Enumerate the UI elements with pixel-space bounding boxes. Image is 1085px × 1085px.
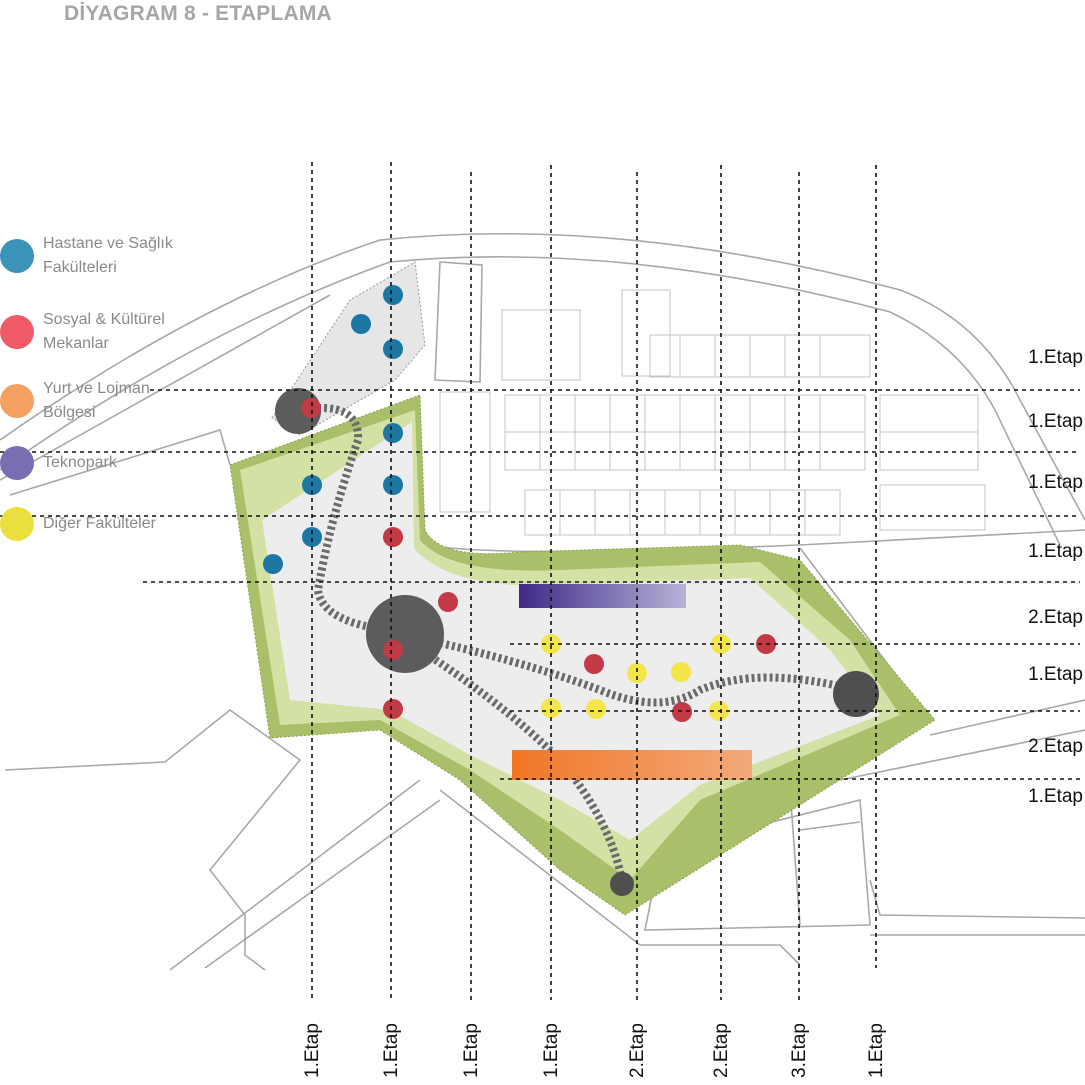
dorm-swatch-icon [0,384,34,418]
column-phase-label: 2.Etap [709,1018,739,1078]
faculty-point [586,699,606,719]
social-point [383,527,403,547]
column-phase-text: 1.Etap [302,1023,323,1078]
legend-label: Hastane ve Sağlık Fakülteleri [43,232,183,280]
health-swatch-icon [0,239,34,273]
row-phase-label: 2.Etap [1028,607,1083,628]
column-phase-label: 1.Etap [539,1018,569,1078]
faculty-point [671,662,691,682]
social-point [584,654,604,674]
health-point [302,527,322,547]
row-phase-label: 1.Etap [1028,664,1083,685]
column-phase-label: 1.Etap [459,1018,489,1078]
legend-item-teknopark: Teknopark [0,446,183,480]
social-swatch-icon [0,315,34,349]
column-phase-label: 1.Etap [379,1018,409,1078]
site-core [262,422,880,840]
faculty-point [541,698,561,718]
legend-label-line: Bölgesi [43,404,96,421]
social-points [301,398,776,722]
building-blocks [439,289,986,536]
health-point [351,314,371,334]
column-phase-label: 2.Etap [625,1018,655,1078]
legend-label-line: Yurt ve Lojman [43,380,150,397]
social-point [383,699,403,719]
hub-east [833,671,879,717]
column-phase-text: 1.Etap [541,1023,562,1078]
legend-item-health: Hastane ve Sağlık Fakülteleri [0,232,183,280]
circulation-paths [299,404,857,881]
health-point [383,339,403,359]
legend-label: Sosyal & Kültürel Mekanlar [43,308,183,356]
health-point [383,475,403,495]
faculty-point [627,663,647,683]
legend-label-line: Fakülteleri [43,259,117,276]
teknopark-swatch-icon [0,446,34,480]
social-point [438,592,458,612]
health-point [383,285,403,305]
health-point [263,554,283,574]
diagram-title: DİYAGRAM 8 - ETAPLAMA [64,2,332,25]
legend-label-line: Sosyal & Kültürel [43,311,165,328]
column-phase-label: 1.Etap [300,1018,330,1078]
legend-label: Yurt ve Lojman Bölgesi [43,377,183,425]
phase-grid-horizontal [0,389,1080,780]
health-point [383,423,403,443]
hub-south [610,872,634,896]
legend-label-line: Mekanlar [43,335,109,352]
hub-central [366,595,444,673]
column-phase-text: 2.Etap [627,1023,648,1078]
legend-label: Diğer Fakülteler [43,512,183,536]
row-phase-label: 1.Etap [1028,472,1083,493]
legend-label-line: Teknopark [43,454,117,471]
column-phase-label: 1.Etap [864,1018,894,1078]
column-phase-text: 1.Etap [461,1023,482,1078]
legend-label: Teknopark [43,451,183,475]
social-point [301,398,321,418]
row-phase-label: 2.Etap [1028,736,1083,757]
column-phase-text: 2.Etap [711,1023,732,1078]
faculty-swatch-icon [0,507,34,541]
health-points [263,285,403,574]
legend-item-dorm: Yurt ve Lojman Bölgesi [0,377,183,425]
row-phase-label: 1.Etap [1028,786,1083,807]
row-phase-label: 1.Etap [1028,347,1083,368]
column-phase-text: 1.Etap [381,1023,402,1078]
legend-label-line: Diğer Fakülteler [43,515,156,532]
column-phase-label: 3.Etap [787,1018,817,1078]
column-phase-text: 1.Etap [866,1023,887,1078]
social-point [383,640,403,660]
dorm-zone [512,750,752,780]
teknopark-zone [519,584,686,608]
legend-item-social: Sosyal & Kültürel Mekanlar [0,308,183,356]
legend-item-faculty: Diğer Fakülteler [0,507,183,541]
social-point [672,702,692,722]
row-phase-label: 1.Etap [1028,411,1083,432]
legend-label-line: Hastane ve Sağlık [43,235,173,252]
column-phase-text: 3.Etap [789,1023,810,1078]
row-phase-label: 1.Etap [1028,541,1083,562]
